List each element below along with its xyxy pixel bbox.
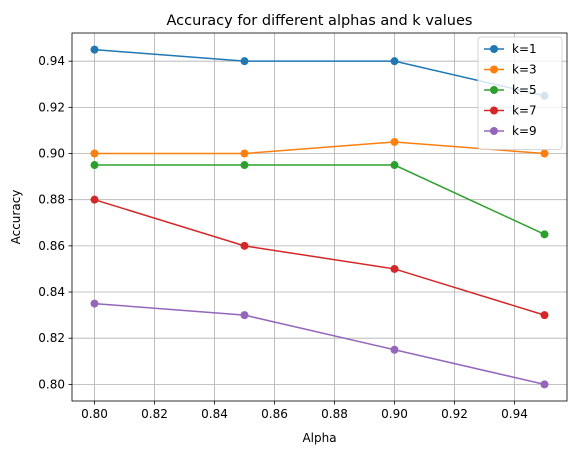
legend-item: k=9: [484, 124, 537, 138]
legend-label: k=7: [512, 104, 537, 118]
legend: k=1 k=3 k=5 k=7 k=9: [477, 36, 563, 150]
legend-marker: [490, 45, 498, 53]
series-line: [94, 48, 545, 97]
legend-marker: [490, 86, 498, 94]
legend-marker: [490, 65, 498, 74]
y-axis-title: Accuracy: [9, 190, 23, 245]
legend-marker: [490, 106, 498, 115]
legend-item: k=1: [484, 42, 537, 56]
y-tick-label: 0.80: [38, 377, 65, 391]
data-point: [90, 299, 99, 308]
data-point: [90, 149, 99, 158]
y-axis: 0.80 0.82 0.84 0.86 0.88 0.90 0.92 0.94: [38, 54, 72, 391]
data-point: [240, 241, 249, 250]
x-tick-label: 0.82: [141, 407, 168, 421]
data-point: [390, 137, 399, 146]
x-tick-label: 0.94: [501, 407, 528, 421]
legend-marker: [490, 127, 498, 135]
data-point: [390, 345, 399, 354]
data-point: [240, 161, 249, 170]
data-point: [390, 161, 399, 170]
data-point: [390, 264, 399, 273]
series-5: [90, 299, 549, 389]
data-point: [240, 311, 249, 320]
legend-label: k=3: [512, 63, 537, 77]
legend-label: k=1: [512, 42, 537, 56]
y-tick-label: 0.84: [38, 285, 65, 299]
y-tick-label: 0.82: [38, 331, 65, 345]
legend-item: k=5: [484, 83, 537, 97]
data-point: [90, 45, 99, 54]
x-axis-title: Alpha: [302, 431, 336, 445]
y-tick-label: 0.94: [38, 54, 65, 68]
x-tick-label: 0.88: [321, 407, 348, 421]
data-point: [540, 380, 549, 389]
series-4: [90, 195, 549, 320]
data-point: [240, 149, 249, 158]
x-tick-label: 0.86: [261, 407, 288, 421]
data-point: [540, 149, 549, 158]
legend-item: k=3: [484, 63, 537, 77]
series-2: [90, 137, 549, 158]
series-line: [94, 164, 545, 235]
data-point: [240, 57, 249, 66]
series-line: [94, 302, 545, 386]
data-point: [90, 195, 99, 204]
series-group: [90, 45, 549, 389]
data-point: [540, 230, 549, 239]
y-tick-label: 0.92: [38, 100, 65, 114]
y-tick-label: 0.86: [38, 239, 65, 253]
legend-item: k=7: [484, 104, 537, 118]
x-tick-label: 0.90: [381, 407, 408, 421]
x-axis: 0.80 0.82 0.84 0.86 0.88 0.90 0.92 0.94: [81, 401, 528, 421]
series-line: [94, 198, 545, 316]
legend-label: k=9: [512, 124, 537, 138]
series-3: [90, 161, 549, 239]
x-tick-label: 0.92: [441, 407, 468, 421]
legend-box: [477, 36, 563, 150]
chart-title: Accuracy for different alphas and k valu…: [167, 13, 473, 29]
x-tick-label: 0.84: [201, 407, 228, 421]
plot-frame: [71, 32, 568, 402]
data-point: [540, 311, 549, 320]
series-line: [94, 141, 545, 155]
y-tick-label: 0.90: [38, 147, 65, 161]
legend-label: k=5: [512, 83, 537, 97]
data-point: [390, 57, 399, 66]
x-tick-label: 0.80: [81, 407, 108, 421]
y-tick-label: 0.88: [38, 193, 65, 207]
data-point: [90, 161, 99, 170]
